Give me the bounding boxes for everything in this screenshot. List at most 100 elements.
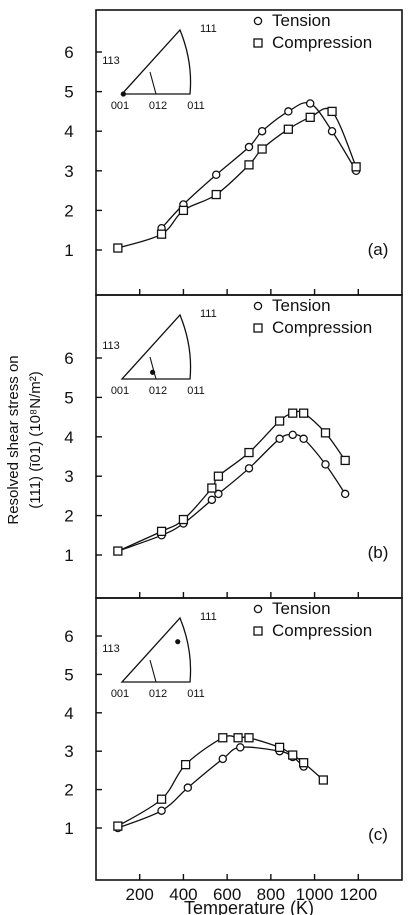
y-tick-label: 5 [64, 388, 73, 407]
data-point-compression [274, 742, 285, 753]
legend-label-tension: Tension [272, 599, 331, 618]
stereo-triangle-inset [120, 313, 192, 380]
data-point-compression [257, 144, 267, 154]
stereo-triangle-divider [149, 659, 157, 683]
stereo-triangle-inset [120, 616, 192, 683]
stereo-label: 011 [187, 100, 205, 112]
y-axis-title-line2: (111) (ī01) (10⁸N/m²) [27, 371, 44, 508]
data-point-tension [340, 489, 350, 499]
data-point-tension [284, 107, 293, 116]
stereo-label: 001 [111, 385, 129, 397]
data-point-compression [320, 428, 331, 438]
data-point-compression [178, 205, 189, 216]
legend-label-compression: Compression [272, 33, 372, 52]
data-point-compression [298, 758, 309, 768]
stereo-triangle-inset [120, 28, 192, 95]
stereo-label: 111 [200, 23, 217, 35]
data-point-compression [156, 526, 167, 537]
legend-label-compression: Compression [272, 621, 372, 640]
series-line-tension [117, 746, 305, 829]
y-tick-label: 4 [64, 122, 73, 141]
panel-label: (b) [368, 543, 389, 562]
y-tick-label: 5 [64, 83, 73, 102]
plot-frame [95, 9, 403, 296]
stereo-label: 111 [200, 308, 217, 320]
data-point-compression [113, 821, 123, 831]
data-point-compression [233, 733, 243, 743]
data-point-compression [351, 162, 361, 172]
legend-marker-compression [253, 323, 263, 333]
y-tick-label: 6 [64, 43, 73, 62]
x-tick-label: 800 [257, 885, 285, 904]
data-point-compression [244, 733, 254, 743]
legend-marker-compression [253, 38, 263, 48]
y-axis-title-line1: Resolved shear stress on [5, 355, 22, 524]
stereo-label: 111 [200, 611, 217, 623]
series-line-tension [161, 102, 357, 229]
data-point-compression [113, 243, 123, 253]
plot-frame [95, 294, 403, 599]
y-tick-label: 2 [64, 781, 73, 800]
data-point-tension [299, 434, 308, 444]
data-point-tension [305, 99, 315, 108]
data-point-compression [207, 483, 217, 493]
data-point-tension [157, 806, 166, 815]
data-point-compression [288, 750, 298, 760]
orientation-dot [175, 639, 181, 645]
stereo-label: 011 [187, 688, 205, 700]
y-tick-label: 4 [64, 704, 73, 723]
legend-label-tension: Tension [272, 296, 331, 315]
data-point-compression [218, 733, 228, 743]
data-point-compression [156, 229, 167, 239]
data-point-tension [218, 754, 228, 764]
data-point-tension [288, 430, 297, 440]
x-tick-label: 600 [213, 885, 241, 904]
data-point-compression [298, 408, 309, 418]
orientation-dot [150, 369, 156, 375]
y-tick-label: 1 [64, 241, 73, 260]
legend-marker-compression [253, 626, 263, 636]
data-point-tension [214, 489, 223, 499]
data-point-compression [327, 106, 337, 117]
data-point-compression [274, 416, 285, 426]
data-point-compression [213, 471, 224, 481]
data-point-compression [113, 546, 123, 556]
y-tick-label: 2 [64, 201, 73, 220]
y-tick-label: 2 [64, 507, 73, 526]
data-point-compression [244, 160, 254, 170]
x-tick-label: 200 [126, 885, 154, 904]
data-point-compression [156, 794, 167, 804]
legend-label-tension: Tension [272, 11, 331, 30]
series-line-compression [117, 735, 324, 827]
data-point-compression [283, 124, 293, 134]
stereo-label: 011 [187, 385, 205, 397]
legend-marker-tension [253, 604, 263, 614]
y-tick-label: 6 [64, 627, 73, 646]
data-point-tension [244, 464, 254, 473]
data-point-compression [318, 775, 328, 785]
stereo-label: 113 [102, 643, 120, 655]
data-point-tension [236, 743, 245, 752]
legend-marker-tension [253, 301, 263, 311]
series-line-tension [117, 433, 346, 552]
data-point-tension [327, 126, 337, 136]
y-tick-label: 1 [64, 546, 73, 565]
data-point-compression [288, 408, 298, 418]
panel-b: 1 2 3 4 5 6 Tension Compression 111 113 001 012 011 (… [64, 294, 403, 599]
x-tick-label: 400 [169, 885, 197, 904]
stereo-label: 113 [102, 340, 120, 352]
data-point-tension [183, 783, 193, 792]
legend-marker-tension [253, 16, 263, 26]
stereo-label: 001 [111, 688, 129, 700]
stereo-triangle-divider [149, 71, 157, 95]
orientation-dot [120, 91, 126, 97]
y-tick-label: 3 [64, 742, 73, 761]
data-point-tension [275, 434, 284, 444]
plot-frame [95, 597, 403, 881]
data-point-tension [211, 170, 221, 180]
stereo-label: 113 [102, 55, 120, 67]
y-tick-label: 5 [64, 665, 73, 684]
y-tick-label: 6 [64, 349, 73, 368]
panel-label: (a) [368, 240, 389, 259]
